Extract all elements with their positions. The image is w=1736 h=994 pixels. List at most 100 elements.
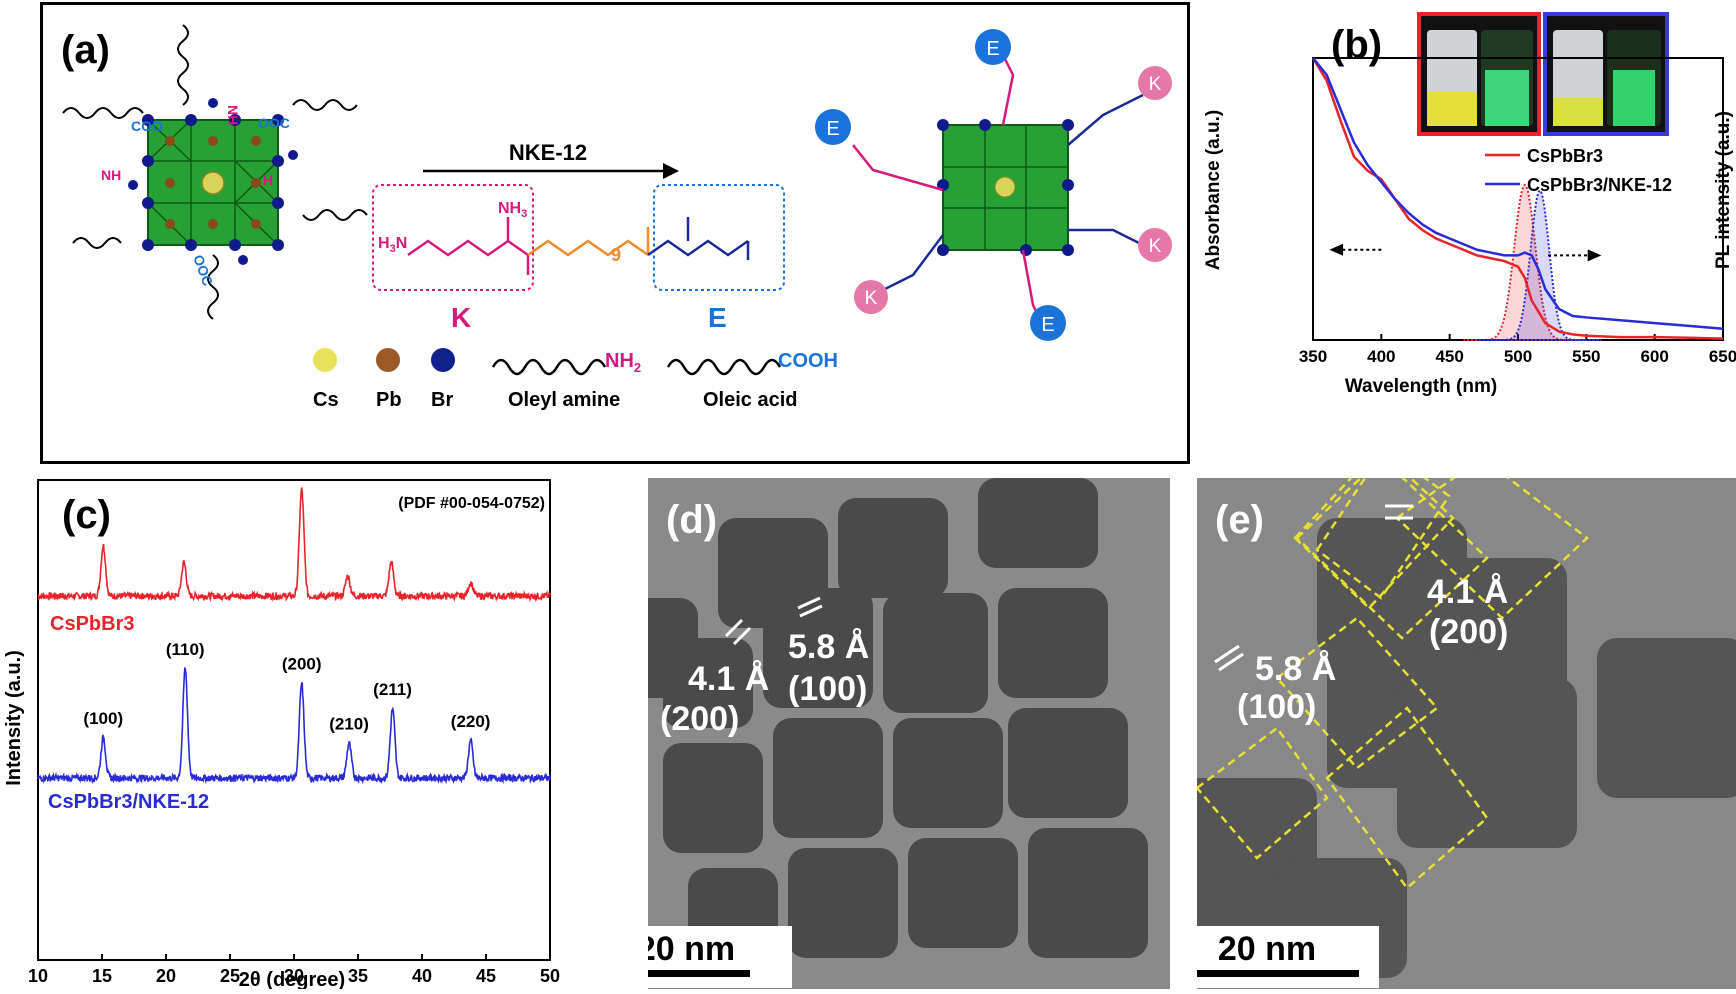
scale-bar-label: 20 nm [1218, 930, 1316, 968]
x-tick-label: 500 [1504, 347, 1532, 366]
panel-e-hrtem: (e) 4.1 Å (200) 5.8 Å (100) 20 nm [1169, 446, 1736, 989]
spectra-chart: 350 400 450 500 550 600 650 (b) Wavelength (nm… [1203, 12, 1736, 397]
d-spacing-1: 4.1 Å [1427, 573, 1508, 611]
scale-bar-label: 20 nm [648, 930, 735, 968]
d-spacing-2: 5.8 Å [1255, 650, 1336, 688]
svg-text:NH2: NH2 [605, 350, 641, 375]
panel-b-label: (b) [1331, 23, 1382, 67]
panel-d-tem: (d) 4.1 Å (200) 5.8 Å (100) 20 nm [608, 478, 1170, 989]
scale-bar [1197, 970, 1359, 977]
x-tick-label: 550 [1572, 347, 1600, 366]
nh2-label-2: NH [101, 167, 121, 183]
legend: CsPbBr3 CsPbBr3/NKE-12 [1485, 146, 1672, 195]
atom-legend: Cs Pb Br NH2 Oleyl amine COOH Oleic acid [313, 348, 838, 411]
x-tick-label: 45 [476, 966, 496, 986]
panel-c-label: (c) [62, 493, 111, 537]
spacing-marker-1 [724, 618, 752, 646]
legend-cooh: COOH [778, 350, 838, 372]
k-box [372, 184, 534, 291]
abs-series-2 [1312, 57, 1724, 330]
y-axis-title-left: Absorbance (a.u.) [1203, 110, 1224, 270]
x-tick-label: 450 [1435, 347, 1463, 366]
y-axis-title-right: PL intensity (a.u.) [1713, 111, 1734, 269]
peak-label: (100) [83, 709, 123, 728]
sphere-k-1: K [1138, 66, 1172, 100]
e-box [653, 184, 785, 291]
panel-d-label: (d) [666, 498, 717, 542]
x-tick-label: 50 [540, 966, 560, 986]
xrd-plot-area: 10 15 20 25 30 35 40 45 50(100)(110)(200)(210)(2… [28, 479, 560, 986]
scale-bar-box [1169, 926, 1379, 988]
bare-nanocrystal: COO NH OOC NH H OOC [62, 24, 368, 320]
peak-label: (210) [329, 715, 369, 734]
repeat-n: 9 [611, 245, 621, 265]
segment-k-label: K [451, 302, 471, 333]
x-tick-label: 30 [284, 966, 304, 986]
nke12-molecule: H3N NH3 9 K E [372, 184, 785, 333]
x-tick-label: 15 [92, 966, 112, 986]
panel-e-label: (e) [1215, 498, 1264, 542]
functionalized-nanocrystal: E E E K K K [815, 29, 1172, 341]
x-tick-label: 25 [220, 966, 240, 986]
x-tick-label: 350 [1299, 347, 1327, 366]
svg-text:NH3: NH3 [498, 200, 527, 220]
sphere-e-2: E [815, 109, 851, 145]
coo-label: COO [131, 118, 163, 134]
panel-a-schematic: (a) [40, 2, 1190, 464]
nh2-label: NH [225, 105, 241, 125]
tem-image-e: (e) 4.1 Å (200) 5.8 Å (100) 20 nm [1169, 446, 1736, 989]
legend-pb: Pb [376, 389, 402, 411]
vial-inset [1417, 12, 1669, 136]
legend-label-1: CsPbBr3 [1527, 146, 1603, 166]
svg-text:K: K [865, 288, 878, 309]
x-tick-label: 400 [1367, 347, 1395, 366]
crystal-outlines-offset [1275, 456, 1589, 770]
svg-text:E: E [826, 118, 839, 140]
cs-atom [201, 171, 225, 195]
segment-e-label: E [708, 302, 727, 333]
series-label-1: CsPbBr3 [50, 613, 134, 635]
hkl-1: (200) [660, 700, 739, 738]
panel-b-spectra: 350 400 450 500 550 600 650 (b) Wavelength (nm… [1195, 0, 1736, 470]
pdf-reference: (PDF #00-054-0752) [398, 495, 545, 512]
hkl-2: (100) [788, 670, 867, 708]
svg-text:K: K [1149, 236, 1162, 257]
legend-label-2: CsPbBr3/NKE-12 [1527, 175, 1672, 195]
sphere-e-3: E [1030, 305, 1066, 341]
spacing-marker-2 [1214, 644, 1244, 672]
peak-label: (200) [282, 655, 322, 674]
panel-a-label: (a) [61, 28, 110, 72]
svg-text:H3N: H3N [378, 235, 407, 255]
arrow-label: NKE-12 [509, 140, 587, 165]
legend-oleyl-amine: Oleyl amine [508, 389, 620, 411]
spectra-plot-area: 350 400 450 500 550 600 650 [1299, 57, 1736, 366]
ooc-label: OOC [258, 115, 290, 131]
x-tick-label: 600 [1640, 347, 1668, 366]
spacing-marker-2 [797, 596, 823, 618]
panel-c-xrd: 10 15 20 25 30 35 40 45 50 (100) (110) (200) (210) (2… [0, 478, 620, 991]
schematic-svg: (a) [61, 24, 1172, 411]
x-tick-label: 20 [156, 966, 176, 986]
x-axis-title: Wavelength (nm) [1345, 376, 1497, 397]
series-label-2: CsPbBr3/NKE-12 [48, 791, 209, 813]
oleyl-chain [62, 107, 144, 119]
peak-label: (110) [166, 640, 205, 659]
spacing-marker-1 [1385, 504, 1413, 520]
sphere-k-3: K [854, 280, 888, 314]
x-tick-label: 650 [1709, 347, 1736, 366]
legend-br: Br [431, 389, 453, 411]
legend-cs: Cs [313, 389, 339, 411]
abs-series-1 [1311, 57, 1724, 340]
hkl-2: (100) [1237, 688, 1316, 726]
d-spacing-2: 5.8 Å [788, 628, 869, 666]
svg-text:E: E [986, 38, 999, 60]
legend-oleic-acid: Oleic acid [703, 389, 798, 411]
h2n-label: H [263, 172, 273, 188]
sphere-e-1: E [975, 29, 1011, 65]
tem-image-d: (d) 4.1 Å (200) 5.8 Å (100) 20 nm [608, 478, 1170, 989]
sphere-k-2: K [1138, 228, 1172, 262]
pl-series-2 [1478, 188, 1602, 341]
hkl-1: (200) [1429, 613, 1508, 651]
x-axis-title: 2θ (degree) [239, 969, 345, 989]
d-spacing-1: 4.1 Å [688, 660, 769, 698]
